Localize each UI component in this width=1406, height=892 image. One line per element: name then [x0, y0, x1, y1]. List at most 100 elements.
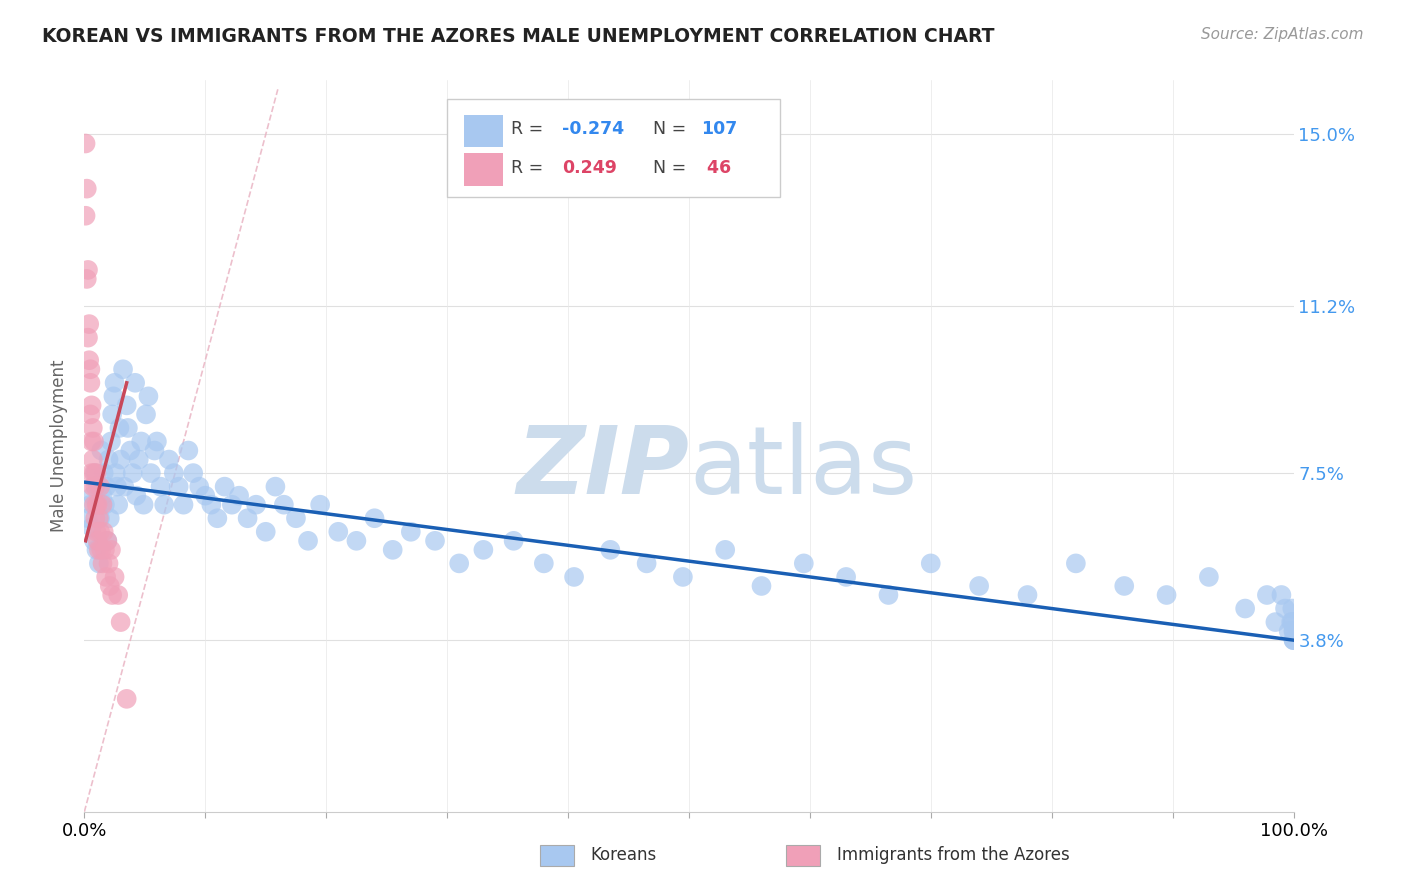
Point: [100, 542, 122, 557]
Text: KOREAN VS IMMIGRANTS FROM THE AZORES MALE UNEMPLOYMENT CORRELATION CHART: KOREAN VS IMMIGRANTS FROM THE AZORES MAL…: [42, 27, 994, 45]
Point: [82, 489, 104, 503]
Point: [562, 570, 585, 584]
Point: [75, 136, 97, 151]
Point: [1270, 588, 1292, 602]
Point: [328, 524, 350, 539]
Point: [76, 181, 98, 195]
Point: [1282, 624, 1305, 639]
Point: [77, 353, 100, 368]
Point: [84, 466, 107, 480]
Point: [1282, 633, 1305, 648]
Point: [90, 542, 112, 557]
Point: [104, 376, 127, 390]
Point: [107, 498, 129, 512]
Point: [835, 570, 858, 584]
Point: [751, 579, 773, 593]
Point: [236, 511, 259, 525]
Point: [104, 570, 127, 584]
Point: [1234, 601, 1257, 615]
Point: [714, 542, 737, 557]
Point: [103, 389, 125, 403]
Text: 0.249: 0.249: [562, 159, 617, 177]
Point: [877, 588, 900, 602]
Point: [80, 398, 103, 412]
Point: [132, 498, 155, 512]
Point: [93, 466, 115, 480]
Point: [110, 452, 132, 467]
Point: [423, 533, 446, 548]
Point: [1256, 588, 1278, 602]
Point: [89, 511, 111, 525]
Point: [87, 557, 110, 571]
Point: [77, 511, 100, 525]
Point: [920, 557, 942, 571]
Point: [82, 421, 104, 435]
Point: [188, 480, 211, 494]
Point: [108, 421, 131, 435]
Point: [96, 533, 118, 548]
Text: Source: ZipAtlas.com: Source: ZipAtlas.com: [1201, 27, 1364, 42]
Point: [86, 542, 108, 557]
Point: [128, 452, 150, 467]
Point: [91, 557, 114, 571]
Point: [472, 542, 495, 557]
Point: [1064, 557, 1087, 571]
Point: [200, 498, 222, 512]
Point: [89, 480, 111, 494]
Point: [86, 498, 108, 512]
Point: [1282, 633, 1305, 648]
Point: [86, 498, 108, 512]
Point: [80, 466, 103, 480]
Point: [100, 434, 122, 449]
Point: [1274, 601, 1296, 615]
Point: [86, 524, 108, 539]
Text: ZIP: ZIP: [516, 422, 689, 514]
Point: [117, 421, 139, 435]
Point: [157, 452, 180, 467]
Point: [1282, 615, 1305, 629]
Point: [146, 434, 169, 449]
Point: [77, 317, 100, 331]
Point: [94, 480, 117, 494]
Text: -0.274: -0.274: [562, 120, 624, 138]
Point: [79, 362, 101, 376]
Point: [1278, 624, 1301, 639]
Point: [1281, 615, 1303, 629]
Point: [105, 480, 128, 494]
Point: [264, 480, 287, 494]
Point: [1017, 588, 1039, 602]
Point: [502, 533, 524, 548]
Point: [110, 615, 132, 629]
Point: [94, 498, 117, 512]
Point: [115, 398, 138, 412]
Text: R =: R =: [512, 159, 554, 177]
Point: [83, 498, 105, 512]
Point: [83, 466, 105, 480]
Point: [221, 498, 243, 512]
Point: [245, 498, 267, 512]
Point: [77, 331, 100, 345]
Point: [599, 542, 621, 557]
Point: [228, 489, 250, 503]
Point: [967, 579, 990, 593]
Point: [89, 524, 111, 539]
Point: [91, 498, 114, 512]
Point: [79, 498, 101, 512]
Point: [1264, 615, 1286, 629]
Point: [98, 579, 121, 593]
Text: Immigrants from the Azores: Immigrants from the Azores: [837, 846, 1070, 863]
Point: [86, 480, 108, 494]
Text: 107: 107: [702, 120, 737, 138]
Point: [87, 542, 110, 557]
Point: [77, 263, 100, 277]
Point: [94, 570, 117, 584]
Point: [363, 511, 385, 525]
Point: [636, 557, 658, 571]
Point: [254, 524, 277, 539]
Point: [138, 389, 160, 403]
Point: [1281, 601, 1303, 615]
Point: [115, 691, 138, 706]
Text: N =: N =: [652, 159, 692, 177]
Point: [120, 443, 142, 458]
Point: [672, 570, 695, 584]
